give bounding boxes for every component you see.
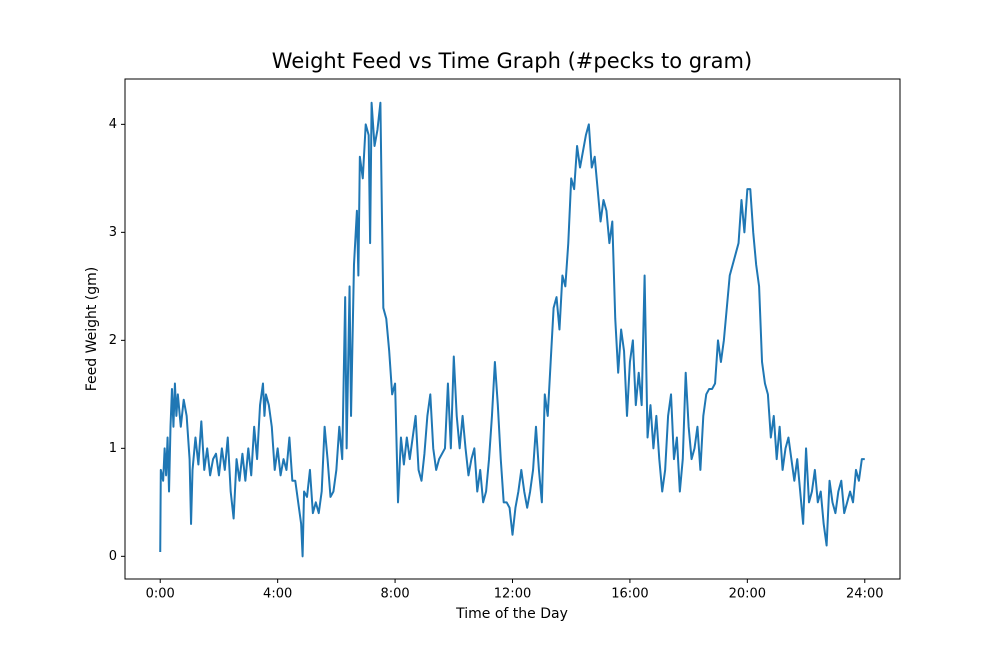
y-tick-label: 4 (109, 117, 117, 132)
y-tick-label: 3 (109, 225, 117, 240)
chart-title: Weight Feed vs Time Graph (#pecks to gra… (272, 49, 752, 73)
y-axis-label: Feed Weight (gm) (84, 267, 100, 392)
x-tick-label: 20:00 (729, 587, 766, 602)
x-axis-label: Time of the Day (455, 606, 568, 622)
x-tick-label: 24:00 (846, 587, 883, 602)
x-tick-label: 0:00 (146, 587, 175, 602)
x-tick-label: 12:00 (494, 587, 531, 602)
x-tick-label: 4:00 (263, 587, 292, 602)
y-tick-label: 0 (109, 549, 117, 564)
plot-frame (124, 78, 901, 580)
x-tick-label: 16:00 (611, 587, 648, 602)
y-tick-label: 1 (109, 441, 117, 456)
y-tick-label: 2 (109, 333, 117, 348)
x-tick-label: 8:00 (380, 587, 409, 602)
data-line (159, 101, 865, 558)
